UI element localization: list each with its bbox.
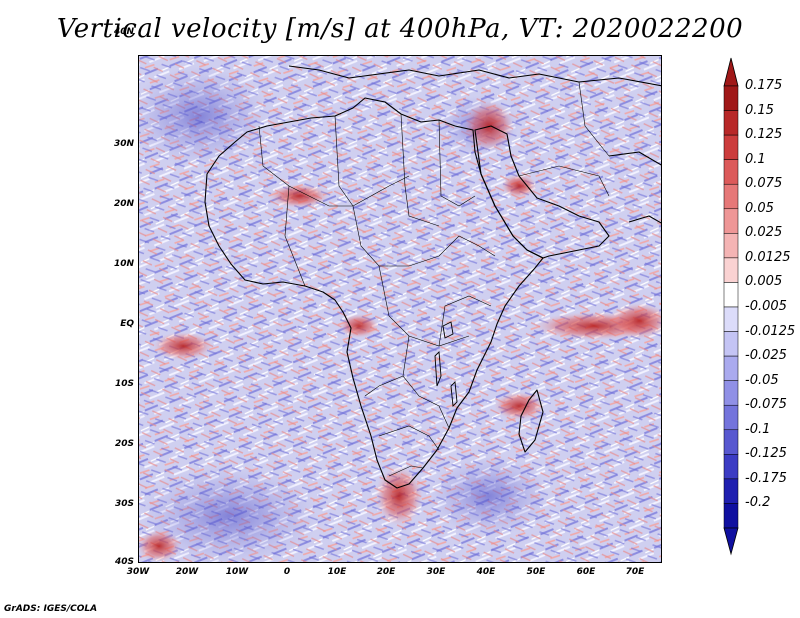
- lat-label-40s: 40S: [114, 557, 134, 567]
- velocity-anomalies: [139, 66, 661, 562]
- lon-label-70e: 70E: [625, 567, 645, 577]
- chart-title: Vertical velocity [m/s] at 400hPa, VT: 2…: [56, 14, 744, 44]
- lakes: [434, 321, 458, 407]
- colorbar: [723, 57, 739, 556]
- colorbar-label: 0.1: [745, 151, 766, 167]
- colorbar-label: 0.05: [745, 200, 774, 216]
- colorbar-label: -0.005: [745, 299, 787, 314]
- colorbar-segment: [723, 233, 739, 259]
- india-west-coastline: [628, 215, 661, 224]
- colorbar-segment: [723, 503, 739, 529]
- lat-label-20s: 20S: [114, 439, 134, 449]
- colorbar-segment: [723, 110, 739, 136]
- colorbar-segment: [723, 282, 739, 308]
- colorbar-top-arrow: [723, 57, 739, 87]
- lat-label-30s: 30S: [114, 499, 134, 509]
- lon-label-20e: 20E: [376, 567, 396, 577]
- lon-label-30e: 30E: [426, 567, 446, 577]
- colorbar-label: 0.125: [745, 127, 783, 143]
- country-borders: [258, 81, 610, 477]
- lat-label-10s: 10S: [114, 379, 134, 389]
- colorbar-segment: [723, 183, 739, 210]
- lon-label-10w: 10W: [225, 567, 249, 577]
- lake-victoria: [442, 321, 454, 339]
- colorbar-label: 0.0125: [745, 249, 791, 265]
- lake-tanganyika: [434, 350, 442, 387]
- colorbar-label: -0.025: [745, 348, 787, 364]
- colorbar-segment: [723, 331, 739, 357]
- colorbar-label: 0.005: [745, 274, 783, 290]
- colorbar-label: 0.075: [745, 176, 783, 192]
- map-panel: [138, 55, 662, 563]
- colorbar-segment: [723, 134, 739, 160]
- colorbar-segment: [723, 306, 739, 332]
- lon-label-40e: 40E: [476, 567, 496, 577]
- southern-europe-coastline: [288, 65, 661, 87]
- colorbar-label: -0.0125: [745, 323, 796, 339]
- coastlines: [204, 65, 661, 489]
- lat-label-20n: 20N: [113, 199, 134, 209]
- grads-credit: GrADS: IGES/COLA: [4, 604, 98, 614]
- colorbar-label: -0.125: [745, 446, 787, 462]
- colorbar-label: -0.2: [745, 495, 771, 511]
- colorbar-segment: [723, 257, 739, 283]
- colorbar-segment: [723, 208, 739, 234]
- lake-malawi: [450, 381, 458, 407]
- colorbar-label: 0.175: [745, 78, 783, 93]
- colorbar-segment: [723, 85, 739, 111]
- lat-label-40n: 40N: [113, 27, 134, 37]
- colorbar-segment: [723, 380, 739, 406]
- colorbar-label: 0.025: [745, 225, 783, 241]
- colorbar-label: -0.175: [745, 470, 787, 486]
- colorbar-segment: [723, 159, 739, 185]
- colorbar-label: -0.1: [745, 421, 771, 437]
- colorbar-segment: [723, 454, 739, 480]
- madagascar-coastline: [518, 389, 544, 453]
- colorbar-label: -0.05: [745, 372, 779, 388]
- colorbar-segment: [723, 429, 739, 455]
- colorbar-segment: [723, 478, 739, 504]
- colorbar-label: -0.075: [745, 397, 787, 413]
- lon-label-50e: 50E: [526, 567, 546, 577]
- colorbar-label: 0.15: [745, 102, 774, 118]
- lat-label-30n: 30N: [113, 139, 134, 149]
- lat-label-10n: 10N: [113, 259, 134, 269]
- colorbar-segment: [723, 355, 739, 381]
- africa-coastline: [204, 97, 544, 489]
- lon-label-60e: 60E: [576, 567, 596, 577]
- lat-label-eq: EQ: [120, 319, 134, 329]
- vertical-velocity-field-map: [139, 56, 661, 562]
- colorbar-bottom-arrow: [723, 527, 739, 556]
- persian-gulf-coastline: [608, 151, 661, 166]
- lon-label-30w: 30W: [126, 567, 150, 577]
- lon-label-20w: 20W: [175, 567, 199, 577]
- arabian-peninsula-coastline: [474, 125, 610, 259]
- lon-label-10e: 10E: [327, 567, 347, 577]
- lon-label-0: 0: [283, 567, 291, 577]
- colorbar-segment: [723, 404, 739, 431]
